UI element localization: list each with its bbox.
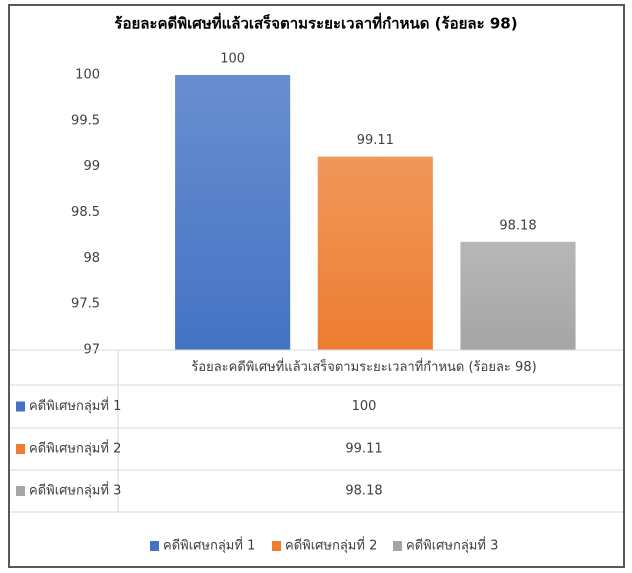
y-tick-label: 97.5 [71, 297, 100, 312]
y-tick-label: 100 [75, 68, 100, 83]
y-tick-label: 99 [83, 159, 100, 174]
legend-label: คดีพิเศษกลุ่มที่ 3 [406, 537, 498, 554]
y-tick-label: 98 [83, 251, 100, 266]
data-label: 100 [220, 52, 245, 67]
table-row-label: คดีพิเศษกลุ่มที่ 1 [29, 397, 121, 414]
table-cell: 99.11 [345, 442, 382, 457]
data-label: 99.11 [357, 133, 394, 148]
legend-key [150, 541, 159, 551]
table-cell: 98.18 [345, 484, 382, 499]
table-header: ร้อยละคดีพิเศษที่แล้วเสร็จตามระยะเวลาที่… [191, 357, 536, 375]
table-legend-key [16, 401, 25, 412]
legend-label: คดีพิเศษกลุ่มที่ 2 [285, 537, 377, 554]
legend-key [393, 541, 402, 551]
y-tick-label: 98.5 [71, 205, 100, 220]
data-label: 98.18 [499, 218, 536, 233]
y-tick-label: 99.5 [71, 113, 100, 128]
table-row-label: คดีพิเศษกลุ่มที่ 3 [29, 482, 121, 499]
bar [460, 241, 576, 350]
legend-key [272, 541, 281, 551]
table-cell: 100 [352, 399, 377, 414]
legend-label: คดีพิเศษกลุ่มที่ 1 [163, 537, 255, 554]
table-legend-key [16, 486, 25, 496]
table-legend-key [16, 444, 25, 454]
table-row-label: คดีพิเศษกลุ่มที่ 2 [29, 440, 121, 457]
chart-title: ร้อยละคดีพิเศษที่แล้วเสร็จตามระยะเวลาที่… [114, 13, 517, 33]
bar [175, 75, 291, 350]
bar [317, 156, 433, 350]
